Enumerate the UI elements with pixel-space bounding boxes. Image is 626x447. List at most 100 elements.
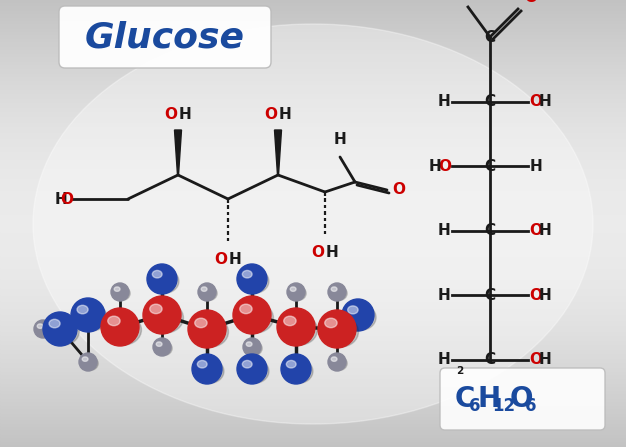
Bar: [0, 72, 626, 75]
Bar: [0, 304, 626, 307]
Bar: [0, 333, 626, 335]
Bar: [0, 400, 626, 402]
Bar: [0, 352, 626, 354]
Ellipse shape: [290, 287, 296, 291]
Text: H: H: [54, 191, 67, 207]
Bar: [0, 291, 626, 294]
Bar: [0, 117, 626, 119]
Bar: [0, 359, 626, 362]
Bar: [0, 0, 626, 3]
Bar: [0, 403, 626, 405]
Bar: [0, 225, 626, 228]
Bar: [0, 407, 626, 410]
Bar: [0, 379, 626, 381]
Ellipse shape: [240, 269, 269, 293]
Bar: [0, 71, 626, 73]
Bar: [0, 401, 626, 404]
Ellipse shape: [71, 298, 105, 332]
Bar: [0, 316, 626, 319]
Ellipse shape: [237, 354, 267, 384]
Ellipse shape: [240, 304, 252, 314]
Bar: [0, 191, 626, 194]
Bar: [0, 105, 626, 107]
Bar: [0, 421, 626, 423]
Bar: [0, 175, 626, 177]
Bar: [0, 138, 626, 140]
Bar: [0, 232, 626, 234]
Bar: [0, 368, 626, 371]
Bar: [0, 64, 626, 67]
Polygon shape: [175, 130, 182, 175]
Bar: [0, 260, 626, 262]
Bar: [0, 308, 626, 310]
Ellipse shape: [243, 338, 261, 356]
Bar: [0, 434, 626, 437]
Bar: [0, 321, 626, 323]
Bar: [0, 355, 626, 358]
Text: C: C: [455, 385, 475, 413]
Bar: [0, 147, 626, 149]
Text: H: H: [530, 159, 543, 174]
Bar: [0, 389, 626, 392]
Bar: [0, 266, 626, 268]
Bar: [0, 252, 626, 255]
Bar: [0, 261, 626, 264]
Text: O: O: [529, 224, 542, 238]
Bar: [0, 59, 626, 61]
Ellipse shape: [153, 338, 171, 356]
Ellipse shape: [108, 316, 120, 326]
Bar: [0, 182, 626, 185]
Bar: [0, 122, 626, 125]
Text: H: H: [326, 245, 339, 260]
Bar: [0, 185, 626, 188]
Text: O: O: [524, 0, 537, 5]
Polygon shape: [274, 130, 282, 175]
Text: 2: 2: [456, 366, 463, 376]
Bar: [0, 111, 626, 113]
Bar: [0, 18, 626, 21]
Bar: [0, 345, 626, 347]
Ellipse shape: [143, 296, 181, 334]
Bar: [0, 413, 626, 416]
Ellipse shape: [325, 318, 337, 328]
Ellipse shape: [150, 269, 179, 293]
Bar: [0, 395, 626, 398]
Bar: [0, 193, 626, 195]
Ellipse shape: [81, 356, 98, 371]
Ellipse shape: [147, 264, 177, 294]
Text: C: C: [485, 224, 496, 238]
Bar: [0, 410, 626, 413]
Bar: [0, 417, 626, 420]
Bar: [0, 206, 626, 209]
Bar: [0, 419, 626, 422]
Bar: [0, 331, 626, 334]
Ellipse shape: [195, 318, 207, 328]
Text: H: H: [229, 252, 242, 267]
Bar: [0, 11, 626, 13]
Bar: [0, 300, 626, 303]
Bar: [0, 384, 626, 386]
Bar: [0, 9, 626, 12]
Bar: [0, 406, 626, 408]
Bar: [0, 23, 626, 25]
Bar: [0, 51, 626, 54]
Bar: [0, 81, 626, 84]
Bar: [0, 416, 626, 419]
Bar: [0, 131, 626, 134]
Bar: [0, 251, 626, 253]
Bar: [0, 106, 626, 109]
Bar: [0, 124, 626, 127]
Ellipse shape: [34, 320, 52, 338]
Bar: [0, 166, 626, 169]
Bar: [0, 54, 626, 57]
Text: C: C: [485, 353, 496, 367]
Bar: [0, 152, 626, 155]
Ellipse shape: [113, 286, 130, 300]
Bar: [0, 409, 626, 411]
Bar: [0, 223, 626, 225]
Text: O: O: [264, 107, 277, 122]
Bar: [0, 140, 626, 143]
Bar: [0, 254, 626, 256]
Bar: [0, 255, 626, 258]
Bar: [0, 397, 626, 399]
